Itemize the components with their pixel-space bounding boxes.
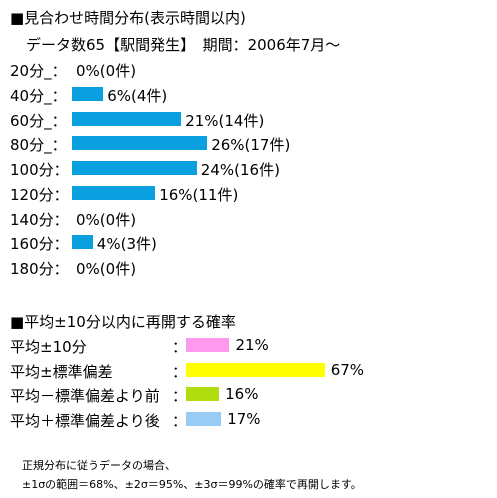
separator: ： — [172, 362, 188, 381]
separator: ： — [172, 411, 188, 430]
note-line-2: ±1σの範囲＝68%、±2σ＝95%、±3σ＝99%の確率で再開します。 — [22, 478, 362, 491]
data-label: 21% — [235, 336, 269, 354]
bar — [72, 161, 197, 175]
bar — [186, 362, 325, 377]
data-label: 0%(0件) — [76, 62, 137, 80]
data-label: 0%(0件) — [76, 260, 137, 278]
category-label: 平均±標準偏差 — [10, 362, 113, 381]
category-label: 60分_： — [10, 111, 67, 130]
category-label: 180分： — [10, 260, 69, 278]
chart2-title: ■平均±10分以内に再開する確率 — [10, 313, 236, 331]
bar — [72, 86, 104, 101]
category-label: 100分： — [10, 161, 69, 179]
bar — [186, 411, 222, 426]
category-label: 平均＋標準偏差より後 — [10, 411, 160, 430]
note-line-1: 正規分布に従うデータの場合、 — [22, 459, 176, 472]
data-label: 0%(0件) — [76, 210, 137, 229]
data-label: 26%(17件) — [211, 136, 291, 155]
category-label: 160分： — [10, 235, 69, 254]
category-label: 40分_： — [10, 86, 67, 105]
chart1-title: ■見合わせ時間分布(表示時間以内) — [10, 9, 246, 27]
category-label: 140分： — [10, 210, 69, 229]
bar — [72, 111, 182, 126]
category-label: 平均－標準偏差より前 — [10, 387, 160, 405]
bar — [72, 185, 156, 200]
data-label: 4%(3件) — [96, 235, 157, 254]
data-label: 16%(11件) — [159, 185, 239, 204]
data-label: 21%(14件) — [185, 111, 265, 130]
data-label: 17% — [227, 409, 261, 428]
separator: ： — [172, 338, 188, 356]
bar — [72, 235, 93, 250]
data-label: 24%(16件) — [200, 161, 280, 179]
data-label: 16% — [225, 385, 259, 403]
category-label: 20分_： — [10, 62, 67, 80]
category-label: 平均±10分 — [10, 338, 87, 356]
bar — [72, 136, 208, 151]
data-label: 67% — [330, 360, 365, 379]
category-label: 80分_： — [10, 136, 67, 155]
category-label: 120分： — [10, 185, 69, 204]
bar — [186, 338, 230, 352]
data-label: 6%(4件) — [107, 86, 168, 105]
bar — [186, 387, 220, 401]
chart1-subtitle: データ数65【駅間発生】 期間：2006年7月～ — [26, 36, 341, 54]
separator: ： — [172, 387, 188, 405]
